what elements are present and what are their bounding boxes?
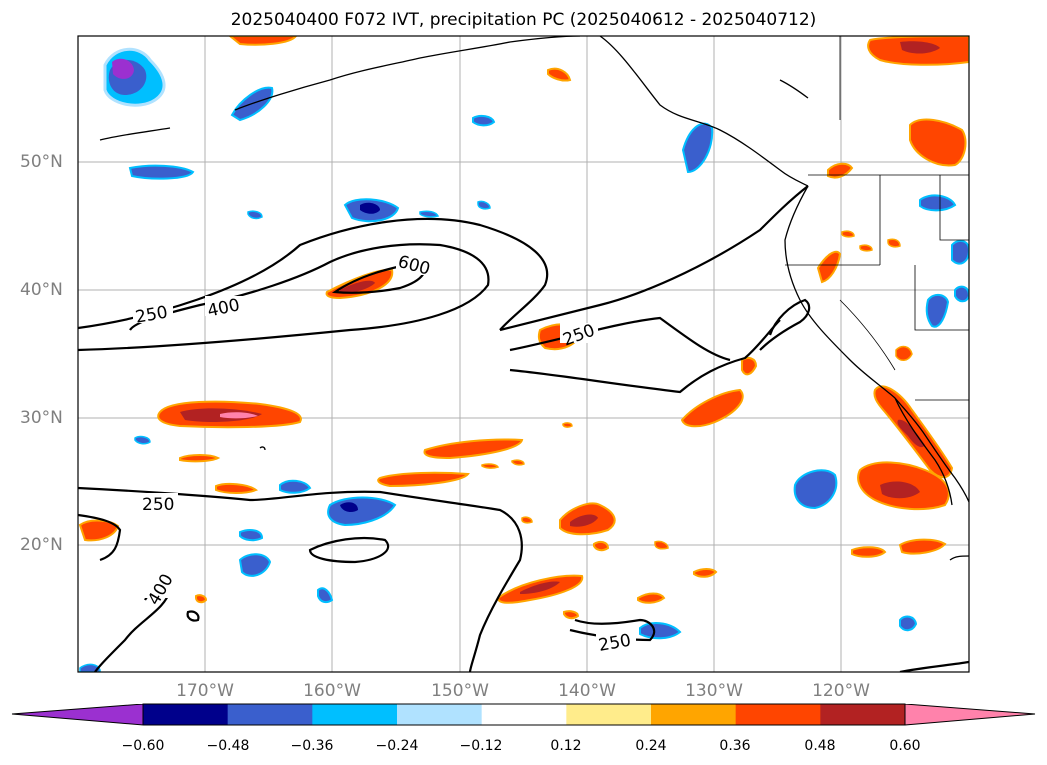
contour-label: 250 <box>142 495 174 515</box>
lon-label: 120°W <box>812 681 870 701</box>
colorbar-tick-label: −0.60 <box>121 738 165 754</box>
colorbar-tick-label: −0.12 <box>459 738 503 754</box>
colorbar-segment <box>820 704 906 725</box>
colorbar-segment <box>905 704 1035 725</box>
lat-label: 40°N <box>20 280 63 300</box>
lon-label: 130°W <box>685 681 743 701</box>
lat-label: 50°N <box>20 152 63 172</box>
colorbar-tick-label: 0.48 <box>804 738 836 754</box>
lon-label: 160°W <box>303 681 361 701</box>
colorbar-segment <box>651 704 737 725</box>
positive-precip-areas <box>78 36 969 620</box>
colorbar-segment <box>397 704 483 725</box>
colorbar-tick-label: −0.36 <box>290 738 334 754</box>
lon-label: 170°W <box>176 681 234 701</box>
state-borders <box>785 36 969 401</box>
colorbar-tick-label: 0.12 <box>550 738 582 754</box>
lat-label: 20°N <box>20 535 63 555</box>
colorbar-tick-label: −0.24 <box>375 738 419 754</box>
colorbar-segment <box>566 704 652 725</box>
lon-label: 150°W <box>431 681 489 701</box>
colorbar-tick-label: 0.60 <box>889 738 921 754</box>
map-canvas: 600 400 250 250 250 400 250 <box>77 35 970 673</box>
colorbar-segment <box>143 704 229 725</box>
colorbar-segment <box>481 704 567 725</box>
colorbar-tick-label: 0.24 <box>635 738 667 754</box>
colorbar <box>11 703 1036 726</box>
plot-title: 2025040400 F072 IVT, precipitation PC (2… <box>230 10 817 30</box>
coastlines <box>99 36 969 561</box>
lon-label: 140°W <box>558 681 616 701</box>
negative-precip-areas <box>79 47 969 672</box>
colorbar-segment <box>735 704 821 725</box>
colorbar-tick-label: −0.48 <box>206 738 250 754</box>
colorbar-segment <box>227 704 313 725</box>
colorbar-segment <box>12 704 143 725</box>
colorbar-tick-label: 0.36 <box>719 738 751 754</box>
colorbar-segment <box>312 704 398 725</box>
lat-label: 30°N <box>20 408 63 428</box>
